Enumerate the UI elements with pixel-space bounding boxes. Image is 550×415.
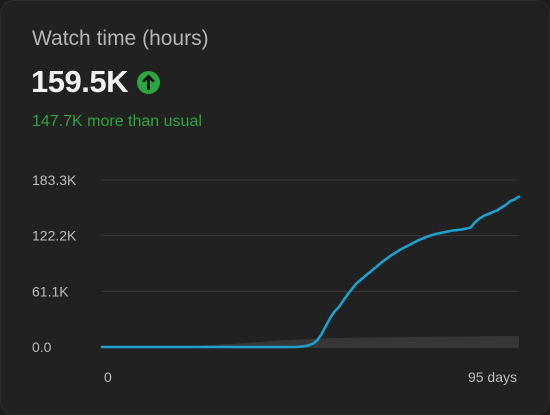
value-row: 159.5K [31,64,160,100]
typical-range-area [102,336,519,347]
x-tick-label-end: 95 days [468,369,517,385]
arrow-up-circle-icon [136,70,160,94]
watch-time-value: 159.5K [31,64,128,99]
watch-time-line-chart: 0.0 61.1K 122.2K 183.3K 0 95 days [32,172,521,385]
y-tick-label: 0.0 [32,339,52,355]
y-tick-label: 122.2K [32,228,77,244]
y-tick-label: 61.1K [32,283,69,299]
comparison-text: 147.7K more than usual [32,113,202,130]
x-tick-label-start: 0 [104,369,112,385]
y-tick-label: 183.3K [32,172,77,188]
watch-time-series-line [100,195,521,349]
card-title: Watch time (hours) [32,27,209,50]
